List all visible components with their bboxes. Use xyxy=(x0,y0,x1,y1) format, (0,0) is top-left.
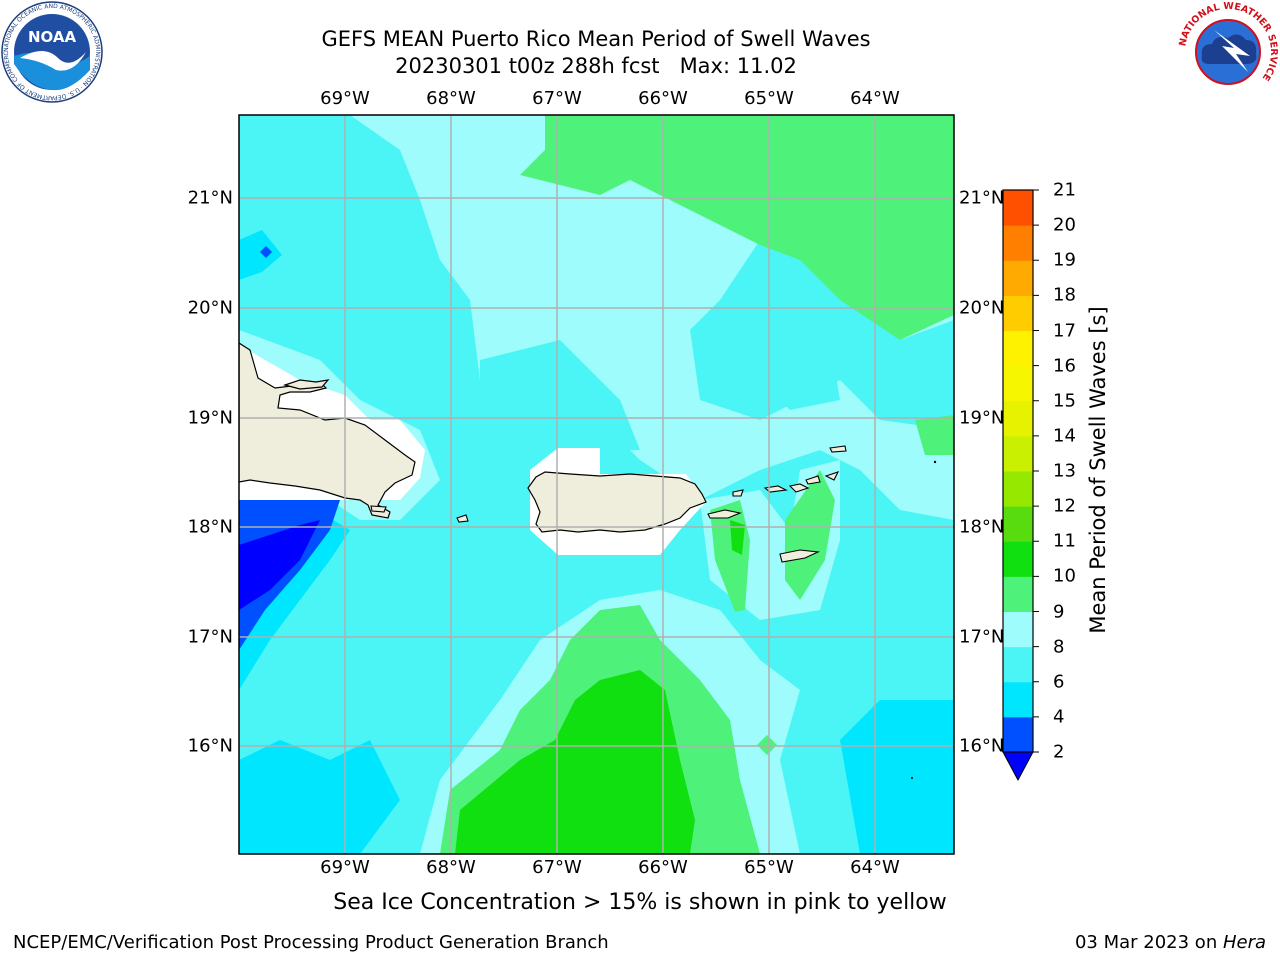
land-cay-east xyxy=(933,460,937,464)
land-vieques xyxy=(707,509,742,519)
field-10-11-south xyxy=(455,670,695,854)
lat-tick-label: 21°N xyxy=(959,187,1005,209)
lon-tick-label: 69°W xyxy=(320,88,370,109)
lat-tick-label: 21°N xyxy=(187,187,233,209)
colorbar-tick-label: 10 xyxy=(1053,565,1076,587)
land-st-john xyxy=(788,483,810,493)
colorbar-tick-label: 21 xyxy=(1053,179,1076,201)
land-saona xyxy=(370,505,387,513)
colorbar-tick-label: 18 xyxy=(1053,284,1076,306)
lon-tick-label: 65°W xyxy=(744,857,794,878)
field-6-8-pocket-b xyxy=(760,330,840,410)
field-4-6-south xyxy=(239,740,400,854)
nws-logo: NATIONAL WEATHER SERVICE xyxy=(1177,1,1279,102)
land-puerto-rico xyxy=(527,471,707,533)
colorbar-segment xyxy=(1003,576,1033,612)
lat-tick-label: 18°N xyxy=(959,516,1005,538)
lon-tick-label: 66°W xyxy=(638,88,688,109)
land-virgin-gorda xyxy=(824,471,840,481)
chart-title: GEFS MEAN Puerto Rico Mean Period of Swe… xyxy=(321,27,871,51)
lon-tick-label: 66°W xyxy=(638,857,688,878)
colorbar-tick-label: 13 xyxy=(1053,460,1076,482)
lon-tick-label: 68°W xyxy=(426,88,476,109)
land-culebra xyxy=(732,489,744,497)
colorbar xyxy=(1002,189,1039,782)
colorbar-segment xyxy=(1003,646,1033,683)
lon-tick-label: 69°W xyxy=(320,857,370,878)
lon-tick-label: 67°W xyxy=(532,88,582,109)
colorbar-tick-label: 4 xyxy=(1053,706,1065,728)
land-cay-south xyxy=(911,777,913,779)
colorbar-segment xyxy=(1003,330,1033,367)
field-6-8-pocket-a xyxy=(480,340,640,450)
colorbar-tick-label: 19 xyxy=(1053,249,1076,271)
colorbar-segment xyxy=(1003,190,1033,226)
land-anegada xyxy=(829,445,847,453)
colorbar-tick-label: 14 xyxy=(1053,425,1076,447)
colorbar-segment xyxy=(1003,541,1033,577)
colorbar-segment xyxy=(1003,400,1033,437)
footer-host: Hera xyxy=(1222,932,1266,953)
field-9-10-north xyxy=(520,115,954,340)
field-2-4-dot xyxy=(260,246,272,258)
lon-tick-label: 64°W xyxy=(850,88,900,109)
colorbar-tick-label: 8 xyxy=(1053,636,1065,658)
colorbar-extend-min xyxy=(1002,751,1034,782)
colorbar-tick-label: 9 xyxy=(1053,601,1065,622)
field-under-2 xyxy=(239,520,320,610)
colorbar-segment xyxy=(1003,225,1033,261)
land-tortola xyxy=(805,475,821,485)
colorbar-segment xyxy=(1003,435,1033,472)
colorbar-segment xyxy=(1003,471,1033,507)
colorbar-tick-label: 15 xyxy=(1053,390,1076,412)
colorbar-tick-label: 11 xyxy=(1053,530,1076,552)
colorbar-tick-label: 2 xyxy=(1053,741,1065,763)
colorbar-tick-label: 16 xyxy=(1053,355,1076,377)
lat-tick-label: 19°N xyxy=(187,407,233,429)
noaa-logo: NATIONAL OCEANIC AND ATMOSPHERIC ADMINIS… xyxy=(0,0,103,103)
lat-tick-label: 16°N xyxy=(187,735,233,757)
gridlines xyxy=(239,115,954,854)
colorbar-tick-label: 6 xyxy=(1053,671,1065,693)
sea-ice-caption: Sea Ice Concentration > 15% is shown in … xyxy=(333,890,947,915)
colorbar-segment xyxy=(1003,295,1033,331)
colorbar-segment xyxy=(1003,506,1033,542)
field-9-10-vi-b xyxy=(785,470,835,600)
lat-tick-label: 16°N xyxy=(959,735,1005,757)
land-mona xyxy=(456,514,469,523)
chart-subtitle: 20230301 t00z 288h fcst Max: 11.02 xyxy=(395,54,797,78)
field-9-10-east xyxy=(915,415,954,455)
lat-tick-label: 17°N xyxy=(959,626,1005,648)
lon-tick-label: 68°W xyxy=(426,857,476,878)
field-10-11-vi xyxy=(730,520,745,555)
lat-tick-label: 20°N xyxy=(959,297,1005,319)
colorbar-title: Mean Period of Swell Waves [s] xyxy=(1086,306,1110,634)
lon-tick-label: 67°W xyxy=(532,857,582,878)
field-4-6-nw xyxy=(239,230,282,280)
colorbar-segment xyxy=(1003,365,1033,402)
colorbar-segment xyxy=(1003,716,1033,753)
lon-tick-label: 65°W xyxy=(744,88,794,109)
land-st-croix xyxy=(779,549,821,563)
footer-credit: NCEP/EMC/Verification Post Processing Pr… xyxy=(13,932,609,953)
colorbar-segment xyxy=(1003,260,1033,296)
colorbar-segment xyxy=(1003,611,1033,648)
land-tortuga xyxy=(282,379,330,390)
colorbar-tick-label: 20 xyxy=(1053,214,1076,236)
noaa-logo-text: NOAA xyxy=(28,28,77,46)
field-4-6-southeast xyxy=(840,700,954,854)
lon-tick-label: 64°W xyxy=(850,857,900,878)
field-9-10-dot xyxy=(757,735,777,755)
footer-date: 03 Mar 2023 on Hera xyxy=(1074,932,1266,953)
lat-tick-label: 19°N xyxy=(959,407,1005,429)
map-border xyxy=(238,114,955,855)
lat-tick-label: 17°N xyxy=(187,626,233,648)
colorbar-tick-label: 17 xyxy=(1053,320,1076,341)
colorbar-tick-label: 12 xyxy=(1053,495,1076,517)
colorbar-segment xyxy=(1003,681,1033,718)
lat-tick-label: 20°N xyxy=(187,297,233,319)
lat-tick-label: 18°N xyxy=(187,516,233,538)
